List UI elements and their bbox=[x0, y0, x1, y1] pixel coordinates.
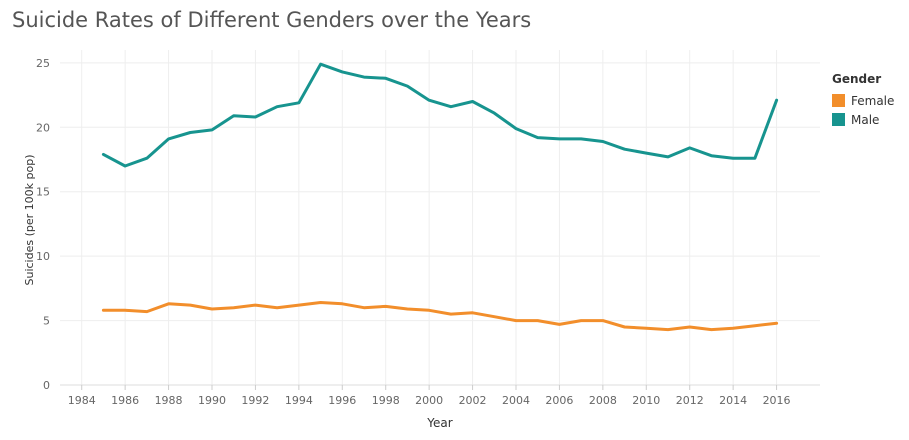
y-tick-label: 15 bbox=[36, 186, 50, 199]
x-tick-label: 2016 bbox=[763, 394, 791, 407]
legend-title: Gender bbox=[832, 72, 882, 86]
x-axis-label: Year bbox=[426, 416, 452, 430]
series-lines bbox=[101, 62, 779, 332]
legend-label-male: Male bbox=[851, 112, 880, 127]
x-tick-label: 1984 bbox=[68, 394, 96, 407]
x-tick-label: 2000 bbox=[415, 394, 443, 407]
gridlines bbox=[60, 50, 820, 386]
x-tick-label: 1992 bbox=[241, 394, 269, 407]
x-tick-label: 1990 bbox=[198, 394, 226, 407]
y-tick-label: 20 bbox=[36, 121, 50, 134]
x-tick-label: 1998 bbox=[372, 394, 400, 407]
x-tick-label: 2002 bbox=[459, 394, 487, 407]
legend-swatch-male bbox=[832, 113, 845, 126]
y-tick-label: 25 bbox=[36, 57, 50, 70]
x-tick-label: 2008 bbox=[589, 394, 617, 407]
y-tick-label: 5 bbox=[43, 315, 50, 328]
x-tick-label: 2004 bbox=[502, 394, 530, 407]
legend-item-male[interactable]: Male bbox=[832, 110, 894, 129]
x-tick-label: 1988 bbox=[155, 394, 183, 407]
chart-title: Suicide Rates of Different Genders over … bbox=[12, 8, 532, 32]
x-tick-label: 1996 bbox=[328, 394, 356, 407]
x-tick-label: 2012 bbox=[676, 394, 704, 407]
series-line-female[interactable] bbox=[101, 301, 779, 332]
legend-swatch-female bbox=[832, 94, 845, 107]
x-tick-label: 2014 bbox=[719, 394, 747, 407]
x-tick-label: 1994 bbox=[285, 394, 313, 407]
legend-label-female: Female bbox=[851, 93, 895, 108]
y-tick-label: 0 bbox=[43, 379, 50, 392]
x-tick-label: 2006 bbox=[545, 394, 573, 407]
legend-item-female[interactable]: Female bbox=[832, 91, 894, 110]
x-tick-label: 2010 bbox=[632, 394, 660, 407]
legend: Gender Female Male bbox=[832, 72, 894, 129]
series-line-male[interactable] bbox=[101, 62, 779, 168]
x-axis-ticks: 1984 1986 1988 1990 1992 1994 1996 1998 2000 2002… bbox=[68, 385, 791, 407]
y-axis-ticks: 0 5 10 15 20 25 bbox=[36, 57, 50, 392]
y-tick-label: 10 bbox=[36, 250, 50, 263]
y-axis-label: Suicides (per 100k pop) bbox=[23, 154, 36, 285]
x-tick-label: 1986 bbox=[111, 394, 139, 407]
